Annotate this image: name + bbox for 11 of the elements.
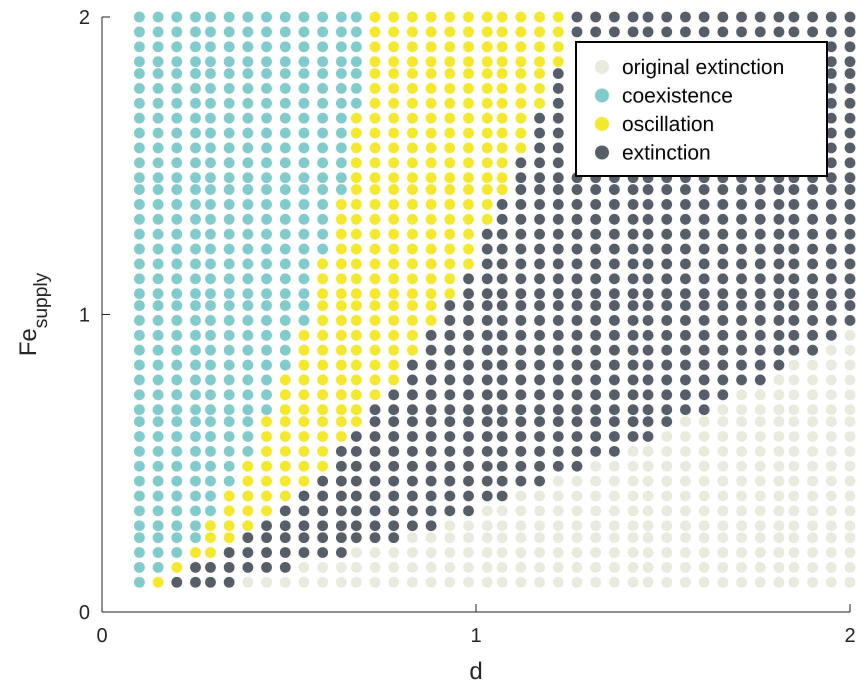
- legend-label: oscillation: [622, 113, 714, 136]
- y-tick-label: 2: [78, 7, 90, 29]
- legend-label: coexistence: [622, 84, 733, 108]
- x-tick-label: 2: [844, 625, 856, 647]
- legend-label: extinction: [622, 142, 711, 164]
- y-tick-label: 1: [78, 304, 90, 326]
- y-tick-label: 0: [78, 602, 90, 624]
- x-tick-label: 0: [96, 625, 108, 647]
- legend-label: original extinction: [622, 56, 784, 79]
- x-tick-label: 1: [470, 625, 482, 647]
- x-axis-title: d: [469, 658, 483, 685]
